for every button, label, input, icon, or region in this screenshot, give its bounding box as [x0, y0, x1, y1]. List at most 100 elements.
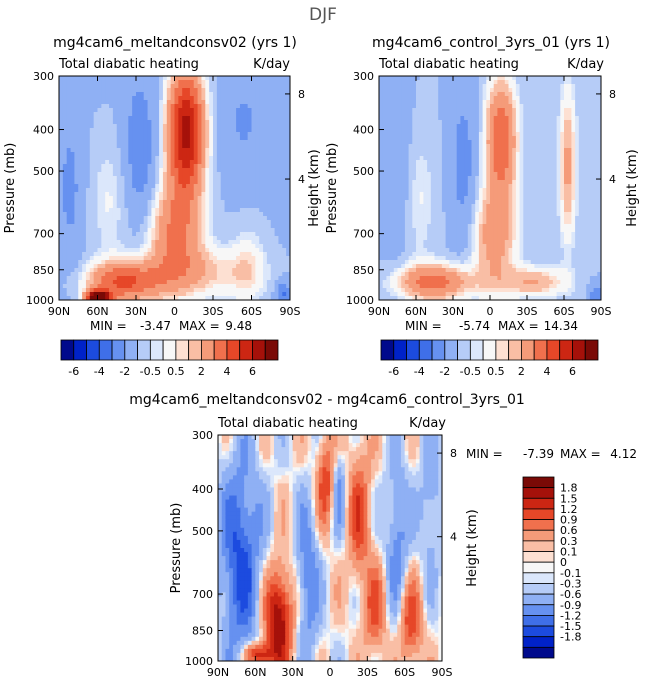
heatmap-cell [538, 104, 543, 109]
heatmap-cell [386, 180, 391, 185]
heatmap-cell [460, 132, 465, 137]
heatmap-cell [278, 168, 283, 173]
heatmap-cell [228, 188, 233, 193]
heatmap-cell [209, 160, 214, 165]
heatmap-cell [247, 220, 253, 225]
heatmap-cell [541, 100, 547, 105]
heatmap-cell [247, 148, 253, 153]
heatmap-cell [128, 88, 133, 93]
heatmap-cell [251, 204, 256, 209]
heatmap-cell [220, 280, 226, 285]
heatmap-cell [128, 248, 133, 253]
heatmap-cell [263, 292, 268, 297]
heatmap-cell [174, 228, 179, 233]
heatmap-cell [530, 76, 535, 81]
heatmap-cell [220, 84, 226, 89]
heatmap-cell [112, 152, 118, 157]
heatmap-cell [575, 96, 580, 101]
heatmap-cell [449, 160, 454, 165]
heatmap-cell [549, 116, 554, 121]
heatmap-cell [278, 224, 283, 229]
heatmap-cell [59, 232, 64, 237]
heatmap-cell [182, 280, 187, 285]
heatmap-cell [182, 112, 187, 117]
heatmap-cell [243, 252, 249, 257]
heatmap-cell [243, 112, 249, 117]
heatmap-cell [534, 92, 539, 97]
heatmap-cell [386, 76, 391, 81]
heatmap-cell [224, 136, 229, 141]
heatmap-cell [270, 92, 276, 97]
heatmap-cell [266, 188, 272, 193]
heatmap-cell [78, 176, 83, 181]
heatmap-cell [236, 256, 241, 261]
heatmap-cell [527, 104, 532, 109]
heatmap-cell [278, 192, 283, 197]
heatmap-cell [582, 172, 587, 177]
heatmap-cell [386, 168, 391, 173]
heatmap-cell [408, 80, 413, 85]
heatmap-cell [93, 256, 99, 261]
heatmap-cell [549, 152, 554, 157]
heatmap-cell [515, 172, 521, 177]
heatmap-cell [456, 116, 461, 121]
heatmap-cell [170, 180, 176, 185]
heatmap-cell [527, 108, 532, 113]
heatmap-cell [493, 156, 498, 161]
heatmap-cell [274, 256, 280, 261]
heatmap-cell [155, 128, 160, 133]
heatmap-cell [62, 184, 68, 189]
heatmap-cell [205, 220, 210, 225]
heatmap-cell [62, 236, 68, 241]
heatmap-cell [408, 180, 413, 185]
heatmap-cell [419, 116, 424, 121]
heatmap-cell [259, 104, 264, 109]
heatmap-cell [101, 252, 106, 257]
heatmap-cell [456, 180, 461, 185]
heatmap-cell [464, 176, 469, 181]
heatmap-cell [259, 80, 264, 85]
heatmap-cell [124, 108, 129, 113]
heatmap-cell [112, 116, 118, 121]
heatmap-cell [382, 168, 387, 173]
heatmap-cell [456, 140, 461, 145]
heatmap-cell [101, 96, 106, 101]
heatmap-cell [120, 216, 126, 221]
heatmap-cell [404, 156, 410, 161]
heatmap-cell [197, 176, 203, 181]
heatmap-cell [593, 88, 598, 93]
heatmap-cell [224, 116, 229, 121]
heatmap-cell [564, 128, 569, 133]
heatmap-cell [508, 100, 513, 105]
heatmap-cell [89, 292, 95, 297]
heatmap-cell [124, 120, 129, 125]
heatmap-cell [201, 116, 206, 121]
heatmap-cell [441, 80, 447, 85]
heatmap-cell [571, 140, 576, 145]
heatmap-cell [259, 108, 264, 113]
heatmap-cell [139, 204, 145, 209]
heatmap-cell [120, 260, 126, 265]
heatmap-cell [120, 76, 126, 81]
heatmap-cell [416, 140, 421, 145]
heatmap-cell [82, 220, 87, 225]
heatmap-cell [70, 176, 75, 181]
heatmap-cell [85, 296, 91, 300]
heatmap-cell [59, 220, 64, 225]
heatmap-cell [549, 112, 554, 117]
heatmap-cell [105, 148, 110, 153]
heatmap-cell [541, 136, 547, 141]
heatmap-cell [259, 284, 264, 289]
heatmap-cell [162, 224, 168, 229]
heatmap-cell [564, 140, 569, 145]
heatmap-cell [59, 244, 64, 249]
heatmap-cell [416, 120, 421, 125]
heatmap-cell [379, 116, 384, 121]
heatmap-cell [379, 156, 384, 161]
heatmap-cell [209, 88, 214, 93]
heatmap-cell [66, 280, 72, 285]
heatmap-cell [382, 108, 387, 113]
heatmap-cell [278, 96, 283, 101]
heatmap-cell [82, 184, 87, 189]
heatmap-cell [124, 244, 129, 249]
